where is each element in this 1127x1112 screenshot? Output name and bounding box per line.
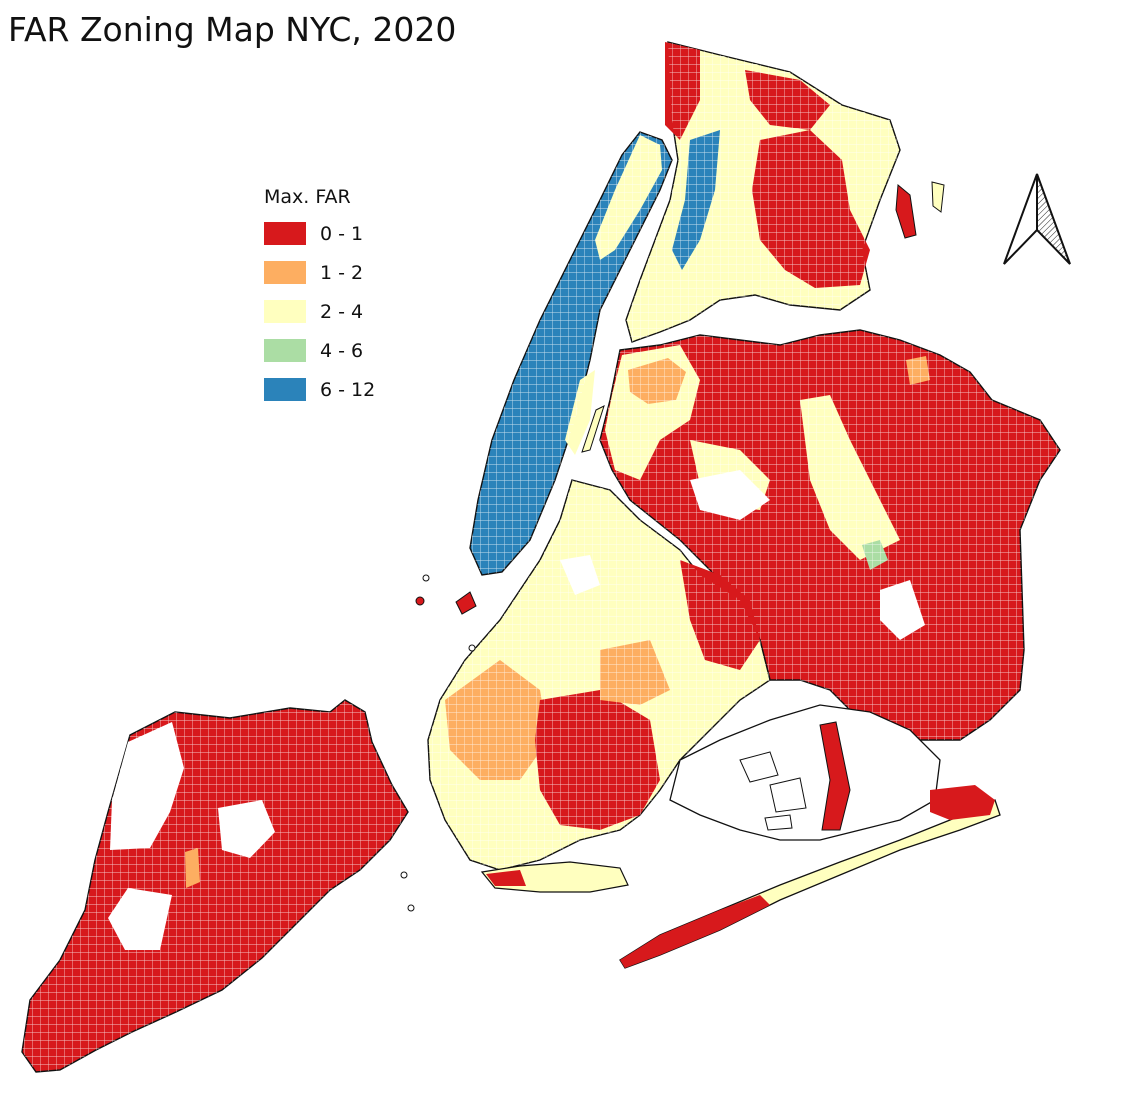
liberty-island — [415, 596, 425, 606]
map-title: FAR Zoning Map NYC, 2020 — [8, 10, 457, 49]
legend-item: 2 - 4 — [264, 292, 434, 331]
borough-bronx — [625, 41, 945, 343]
rockaway-red-west — [620, 895, 770, 968]
borough-manhattan — [469, 131, 673, 576]
north-arrow-icon — [1003, 173, 1071, 265]
jamaica-bay — [669, 704, 941, 841]
legend-item: 6 - 12 — [264, 370, 434, 409]
map-legend: Max. FAR 0 - 1 1 - 2 2 - 4 4 - 6 6 - 12 — [264, 186, 434, 409]
manhattan-texture — [470, 132, 672, 575]
legend-item: 1 - 2 — [264, 253, 434, 292]
legend-label: 4 - 6 — [320, 339, 364, 362]
small-island-2 — [400, 871, 408, 879]
small-island-1 — [422, 574, 430, 582]
legend-swatch-1 — [264, 261, 306, 284]
legend-item: 4 - 6 — [264, 331, 434, 370]
queens-texture — [600, 330, 1060, 740]
legend-label: 0 - 1 — [320, 222, 364, 245]
legend-swatch-4 — [264, 378, 306, 401]
coney-island-red — [486, 870, 526, 886]
jamaica-bay-water — [669, 704, 941, 841]
rockaway-red-east — [930, 785, 995, 820]
roosevelt-island — [581, 405, 605, 453]
legend-title: Max. FAR — [264, 186, 351, 208]
borough-staten-island — [21, 699, 409, 1073]
bay-island-1 — [739, 751, 779, 783]
small-island-4 — [468, 644, 476, 652]
governors-island — [455, 591, 477, 615]
brooklyn-texture — [428, 480, 770, 870]
bay-island-3 — [764, 814, 793, 831]
legend-label: 2 - 4 — [320, 300, 364, 323]
borough-queens — [599, 329, 1061, 741]
staten-island-orange — [185, 848, 200, 888]
bay-island-2 — [769, 777, 807, 813]
legend-swatch-0 — [264, 222, 306, 245]
legend-item: 0 - 1 — [264, 214, 434, 253]
manhattan-east-yellow — [565, 370, 595, 455]
legend-label: 6 - 12 — [320, 378, 376, 401]
legend-swatch-3 — [264, 339, 306, 362]
small-island-3 — [407, 904, 415, 912]
broad-channel-red — [819, 721, 851, 831]
borough-brooklyn — [427, 479, 771, 893]
bronx-texture — [626, 42, 900, 342]
legend-label: 1 - 2 — [320, 261, 364, 284]
city-island — [895, 183, 917, 239]
hart-island — [931, 181, 945, 213]
legend-swatch-2 — [264, 300, 306, 323]
rockaway-peninsula — [619, 785, 1001, 969]
staten-island-texture — [22, 700, 408, 1072]
